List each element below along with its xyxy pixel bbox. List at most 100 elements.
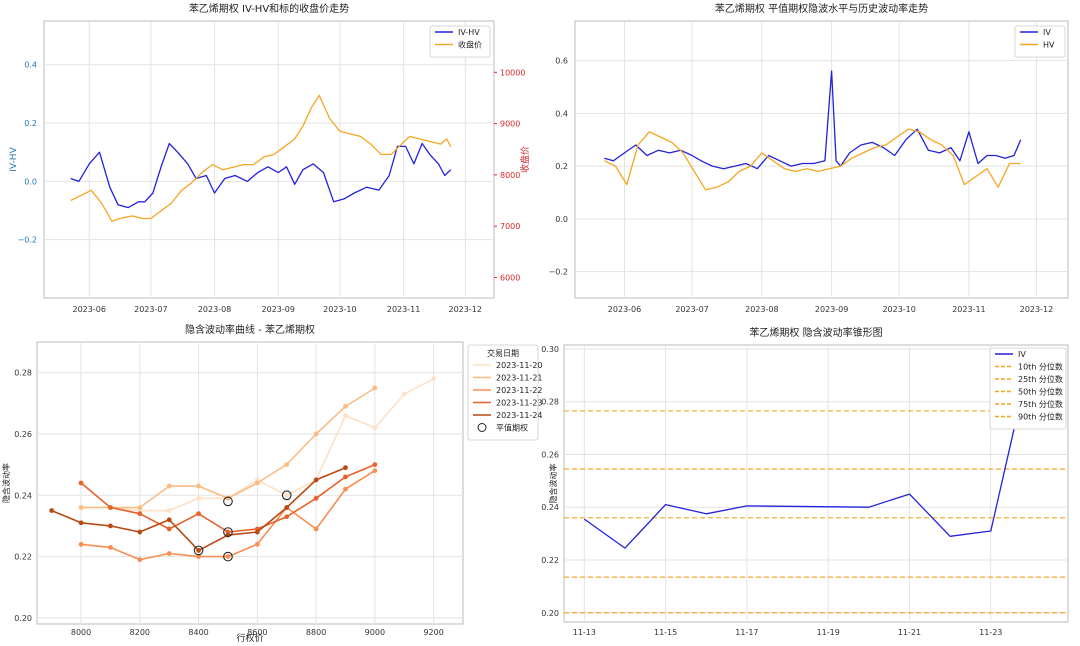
data-point	[343, 486, 348, 492]
chart-atm-iv-hv: 苯乙烯期权 平值期权隐波水平与历史波动率走势 2023-06 2023-07 2023…	[549, 2, 1069, 314]
data-point	[49, 508, 55, 513]
data-point	[313, 495, 319, 501]
data-point	[313, 431, 319, 437]
data-point	[78, 505, 84, 510]
data-point	[254, 480, 260, 486]
y-tick-label: 0.0	[555, 215, 568, 224]
legend-item: 2023-11-20	[496, 361, 543, 370]
x-tick-label: 2023-09	[262, 305, 295, 314]
x-tick-label: 8200	[130, 628, 150, 637]
x-tick-label: 8400	[188, 628, 208, 637]
data-point	[137, 505, 143, 510]
x-tick-label: 2023-08	[745, 305, 778, 314]
data-point	[166, 551, 172, 556]
x-tick-label: 2023-07	[134, 305, 167, 314]
plot-frame	[574, 20, 1069, 299]
data-point	[254, 541, 260, 547]
y-tick-label: 0.30	[541, 345, 559, 354]
legend-item: 10th 分位数	[1018, 362, 1063, 372]
legend-item: HV	[1043, 41, 1055, 50]
legend-item: 2023-11-21	[496, 374, 543, 383]
data-point	[284, 514, 290, 520]
x-tick-label: 9200	[423, 628, 443, 637]
data-point	[196, 548, 201, 553]
data-point	[313, 526, 319, 532]
legend-title: 交易日期	[487, 348, 519, 358]
x-tick-label: 11-21	[898, 628, 921, 637]
atm-marker	[281, 490, 292, 501]
y2-axis-label: 收盘价	[519, 146, 531, 173]
data-point	[372, 425, 378, 431]
atm-marker	[193, 545, 204, 556]
legend-box	[429, 25, 491, 58]
legend-item: IV	[1018, 350, 1026, 359]
y-tick-label: 0.4	[555, 109, 568, 118]
data-point	[108, 544, 113, 550]
legend-marker	[477, 423, 487, 432]
legend-item: 平值期权	[496, 423, 528, 433]
data-point	[401, 391, 407, 397]
data-point	[196, 554, 201, 559]
x-tick-label: 11-15	[654, 628, 677, 637]
y-tick-label: 0.24	[541, 503, 559, 512]
y2-tick-label: 10000	[500, 68, 525, 77]
x-tick-label: 2023-10	[323, 305, 356, 314]
y2-tick-label: 7000	[500, 222, 520, 231]
y-tick-label: 0.20	[14, 614, 32, 623]
data-point	[372, 385, 378, 391]
chart-iv-smile: 隐含波动率曲线 - 苯乙烯期权 8000 8200 8400 8600 8800 9000 9…	[1, 323, 543, 644]
data-point	[196, 495, 201, 501]
y-tick-label: 0.2	[555, 162, 568, 171]
legend-item: 75th 分位数	[1018, 399, 1063, 409]
data-point	[254, 529, 260, 535]
y-tick-label: 0.6	[555, 57, 568, 66]
x-tick-label: 2023-09	[815, 305, 848, 314]
series-line	[604, 70, 1022, 170]
chart-title: 苯乙烯期权 IV-HV和标的收盘价走势	[189, 2, 349, 15]
series-line	[70, 94, 452, 222]
data-point	[108, 523, 113, 529]
x-tick-label: 2023-11	[952, 305, 985, 314]
x-axis-label: 行权价	[236, 632, 263, 644]
data-point	[166, 517, 172, 523]
y-tick-label: 0.24	[14, 491, 32, 500]
legend-box	[467, 344, 539, 441]
data-point	[137, 529, 143, 535]
x-tick-label: 9000	[365, 628, 385, 637]
data-point	[108, 505, 113, 510]
data-point	[284, 492, 290, 498]
legend-item: 2023-11-23	[496, 399, 543, 408]
legend-item: 2023-11-22	[496, 386, 543, 395]
legend-box	[989, 347, 1067, 430]
data-point	[343, 413, 348, 418]
y-tick-label: 0.0	[24, 177, 37, 186]
data-point	[284, 505, 290, 510]
y-tick-label: 0.22	[14, 553, 32, 562]
data-point	[372, 468, 378, 474]
chart-iv-cone: 苯乙烯期权 隐含波动率锥形图 11-13 11-15 11-17 11-19 11-21 1…	[541, 326, 1069, 637]
x-tick-label: 11-19	[817, 628, 840, 637]
y-tick-label: 0.26	[14, 430, 32, 439]
y-tick-label: 0.20	[541, 609, 559, 618]
data-point	[166, 483, 172, 489]
x-tick-label: 2023-08	[198, 305, 231, 314]
data-point	[166, 526, 172, 532]
y2-tick-label: 8000	[500, 171, 520, 180]
legend-item: 2023-11-24	[496, 411, 543, 420]
data-point	[343, 403, 348, 409]
x-tick-label: 2023-12	[1020, 305, 1053, 314]
atm-marker	[223, 496, 233, 507]
plot-frame	[43, 20, 495, 299]
legend-box	[1014, 25, 1066, 58]
data-point	[284, 462, 290, 468]
x-tick-label: 8600	[247, 628, 267, 637]
x-tick-label: 8000	[71, 628, 91, 637]
atm-marker	[223, 527, 233, 537]
data-point	[313, 477, 319, 483]
x-tick-label: 11-13	[573, 628, 596, 637]
data-point	[372, 462, 378, 468]
data-point	[78, 541, 84, 547]
legend-item: 收盘价	[458, 40, 482, 50]
x-tick-label: 2023-06	[608, 305, 641, 314]
y-tick-label: 0.28	[14, 369, 32, 378]
